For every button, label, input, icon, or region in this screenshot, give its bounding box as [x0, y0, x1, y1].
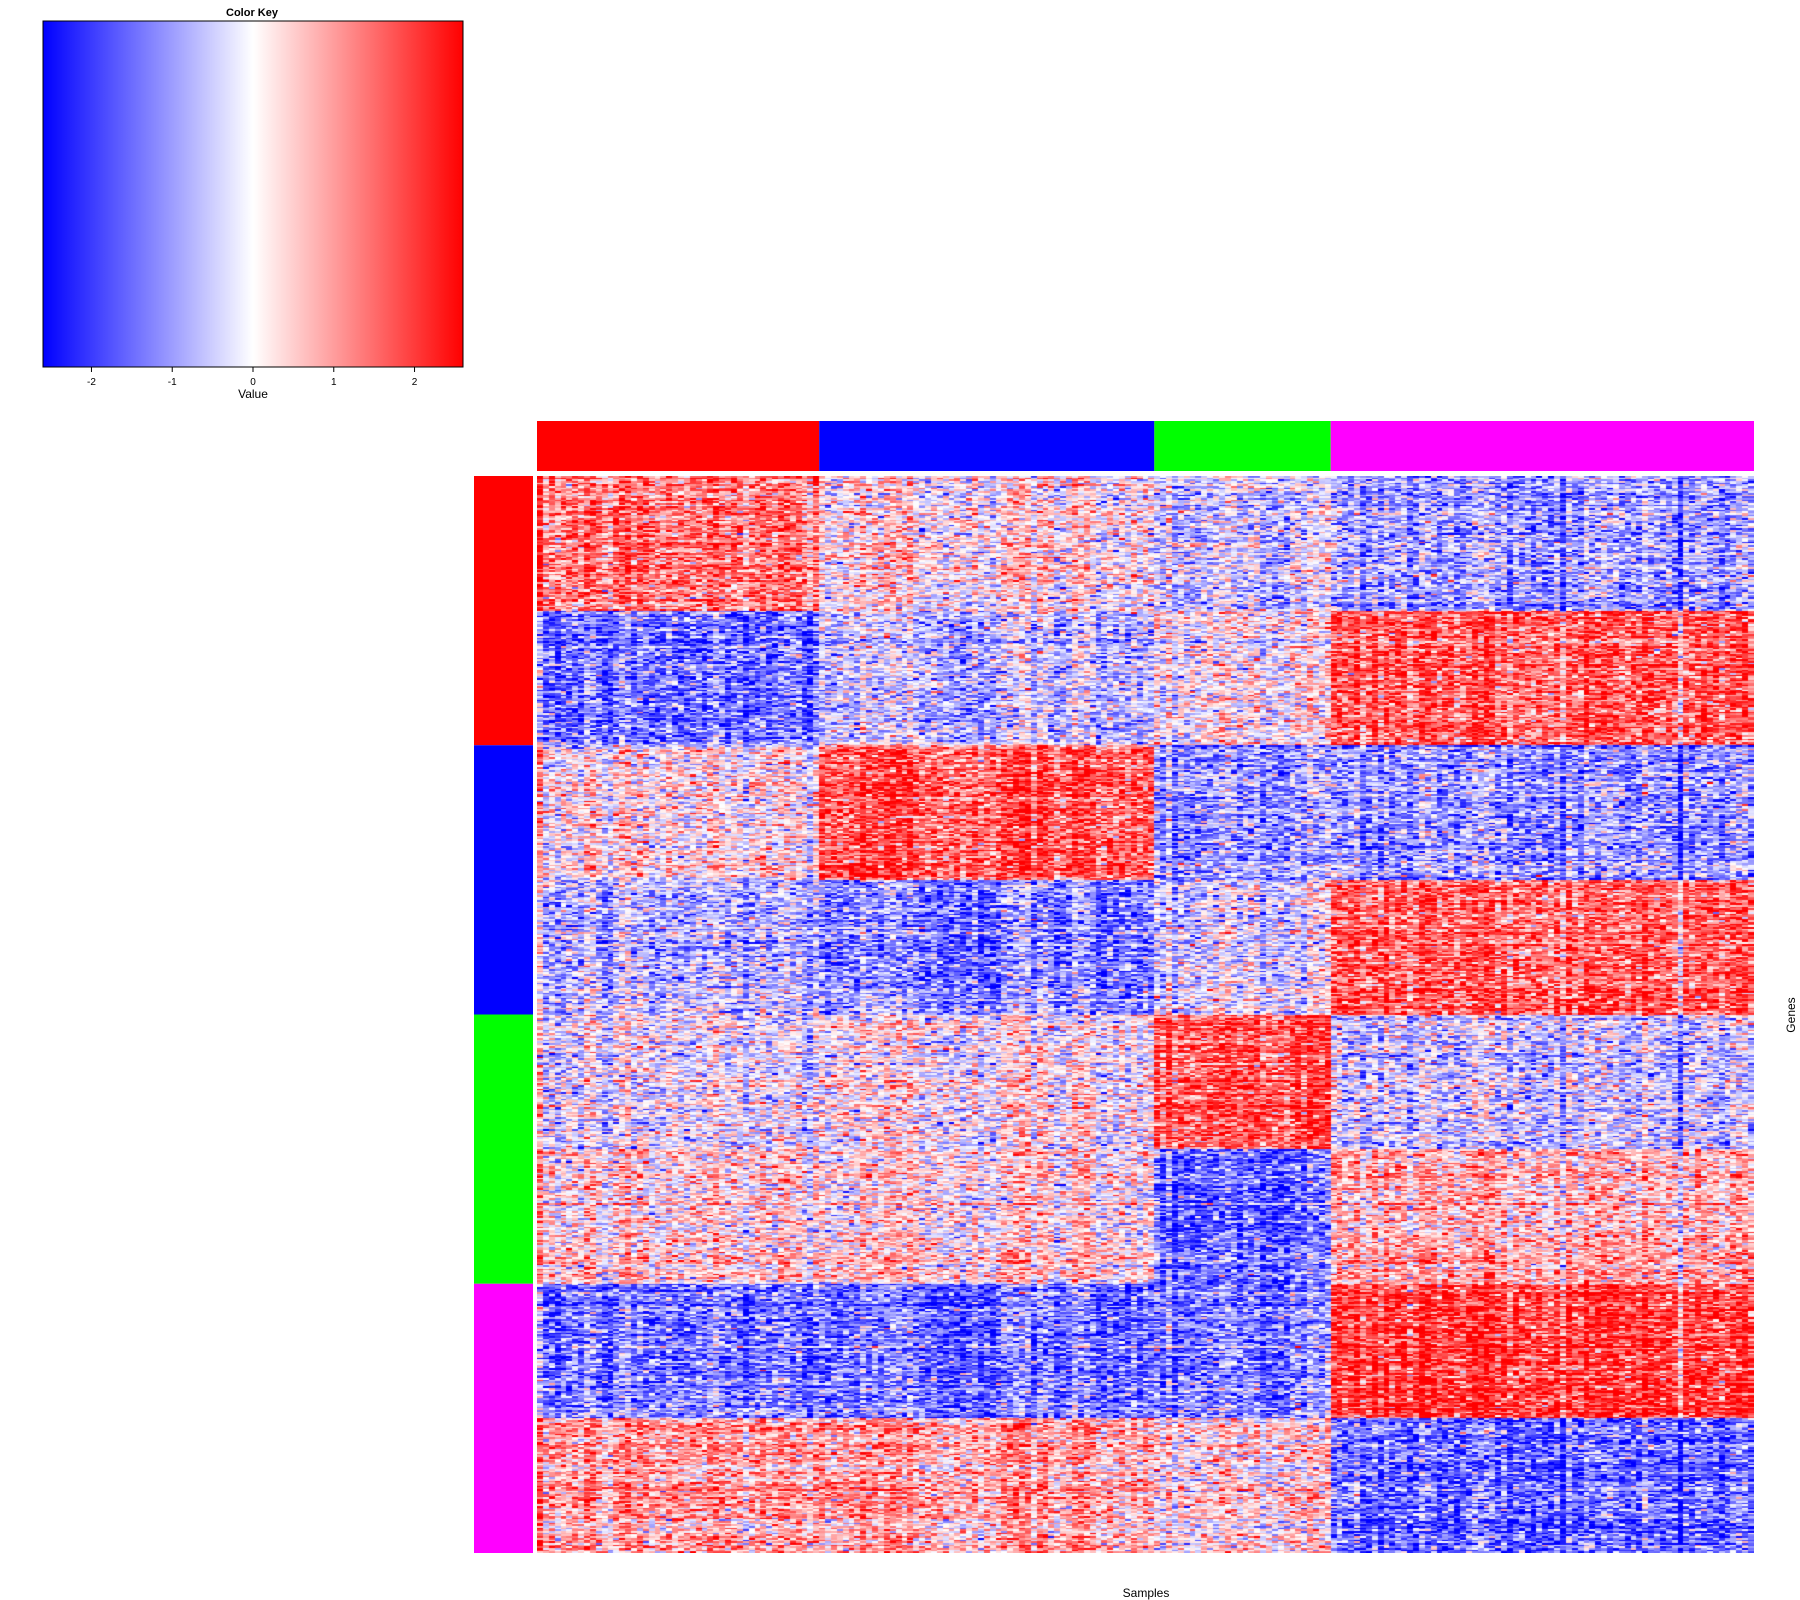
color-key-tick-label: 1 [331, 377, 337, 388]
color-key-tick-label: -2 [87, 377, 96, 388]
column-side-color-group-3 [1154, 421, 1331, 471]
color-key-title: Color Key [226, 7, 279, 19]
color-key-tick-label: 2 [412, 377, 418, 388]
row-side-color-group-2 [474, 745, 533, 1015]
y-axis-label: Genes [1784, 997, 1798, 1032]
heatmap-body [537, 476, 1754, 1553]
row-side-color-group-4 [474, 1283, 533, 1553]
x-axis-label: Samples [1123, 1586, 1170, 1600]
color-key: Color Key -2 -1 0 1 2 Value [42, 7, 464, 401]
column-side-colors [537, 421, 1754, 471]
column-side-color-group-4 [1330, 421, 1754, 471]
row-side-color-group-3 [474, 1014, 533, 1284]
color-key-ticks: -2 -1 0 1 2 [87, 367, 418, 388]
column-side-color-group-1 [537, 421, 820, 471]
row-side-color-group-1 [474, 476, 533, 746]
color-key-tick-label: 0 [250, 377, 256, 388]
color-key-xlabel: Value [238, 387, 268, 401]
heatmap-cells [537, 476, 1754, 1553]
column-side-color-group-2 [819, 421, 1155, 471]
color-key-tick-label: -1 [168, 377, 177, 388]
color-key-gradient [42, 20, 464, 368]
row-side-colors [474, 476, 533, 1553]
